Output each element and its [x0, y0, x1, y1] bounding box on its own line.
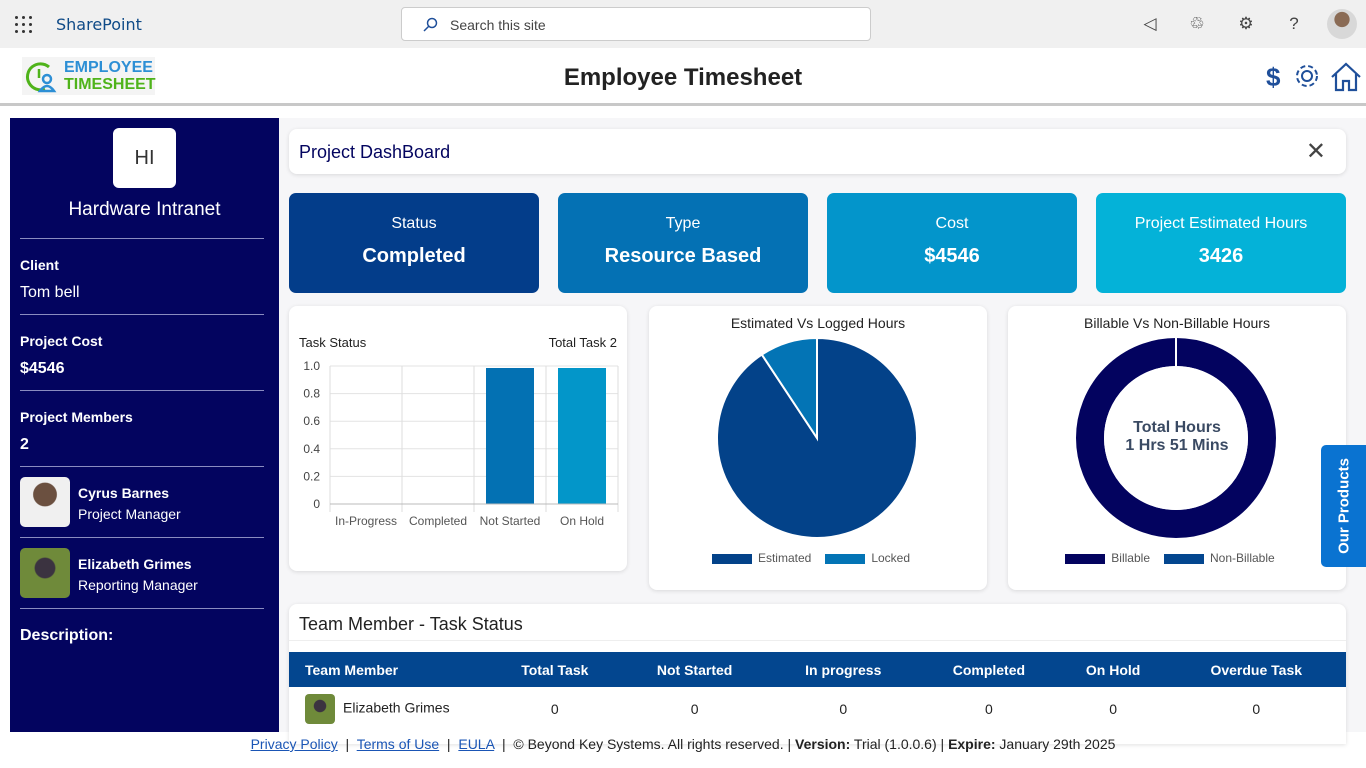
footer: Privacy Policy | Terms of Use | EULA | ©…: [250, 736, 1116, 752]
bar-not-started: [486, 368, 534, 504]
project-members-count: 2: [20, 436, 29, 453]
main-content: Project DashBoard ✕ Status Completed Type…: [279, 118, 1366, 744]
help-icon[interactable]: ?: [1289, 14, 1299, 33]
dashboard-title: Project DashBoard: [299, 142, 451, 162]
settings-gear-icon[interactable]: ⚙: [1238, 14, 1254, 33]
search-icon: [423, 17, 438, 32]
kpi-cost: Cost $4546: [827, 193, 1077, 293]
client-value: Tom bell: [20, 284, 80, 301]
kpi-estimated-hours: Project Estimated Hours 3426: [1096, 193, 1346, 293]
donut-hole: [1104, 366, 1248, 510]
project-cost-label: Project Cost: [20, 333, 103, 349]
home-icon[interactable]: [1330, 62, 1362, 92]
donut-center-label: Total Hours 1 Hrs 51 Mins: [1125, 419, 1229, 454]
estimated-vs-logged-pie: [716, 336, 918, 539]
table-header: Team Member Total Task Not Started In prog…: [289, 652, 1346, 687]
chart-legend: Billable Non-Billable: [1008, 551, 1346, 565]
site-name: Hardware Intranet: [68, 199, 221, 220]
pie-slice-locked: [760, 336, 818, 442]
app-launcher-icon[interactable]: [15, 16, 33, 34]
suite-bar: SharePoint Search this site ◁ ♲ ⚙ ?: [0, 0, 1366, 48]
chart-title: Billable Vs Non-Billable Hours: [1084, 315, 1270, 331]
task-status-card: Task Status Total Task 2 0 0.2 0.4 0.6 0.8 1.…: [289, 306, 627, 571]
team-task-table: Team Member Total Task Not Started In prog…: [289, 652, 1346, 731]
dollar-icon[interactable]: $: [1266, 62, 1281, 92]
member-name: Cyrus Barnes: [78, 485, 170, 501]
kpi-status: Status Completed: [289, 193, 539, 293]
member-role: Reporting Manager: [78, 577, 198, 593]
terms-link[interactable]: Terms of Use: [356, 736, 440, 752]
dashboard-header: Project DashBoard ✕: [289, 129, 1346, 174]
member-photo: [20, 477, 70, 527]
project-members-label: Project Members: [20, 409, 133, 425]
x-tick-label: Completed: [409, 514, 467, 528]
bar-on-hold: [558, 368, 606, 504]
project-cost-value: $4546: [20, 360, 65, 377]
total-task: Total Task 2: [548, 335, 617, 350]
eula-link[interactable]: EULA: [458, 736, 495, 752]
search-input[interactable]: Search this site: [401, 7, 871, 41]
task-status-bar-chart: 0 0.2 0.4 0.6 0.8 1.0 In-Progress Completed Not …: [303, 359, 619, 528]
our-products-tab[interactable]: Our Products: [1321, 445, 1366, 567]
y-tick-label: 0: [313, 497, 320, 511]
member-name: Elizabeth Grimes: [78, 556, 192, 572]
site-initials-avatar: HI: [113, 128, 176, 188]
client-label: Client: [20, 257, 59, 273]
chart-title: Estimated Vs Logged Hours: [730, 315, 906, 331]
app-header: EMPLOYEE TIMESHEET Employee Timesheet $: [0, 48, 1366, 106]
kpi-type: Type Resource Based: [558, 193, 808, 293]
settings-icon[interactable]: [1293, 62, 1321, 90]
y-tick-label: 1.0: [303, 359, 320, 373]
y-tick-label: 0.6: [303, 414, 320, 428]
y-tick-label: 0.4: [303, 442, 320, 456]
project-sidebar: HI Hardware Intranet Client Tom bell Pro…: [10, 118, 279, 732]
close-icon[interactable]: ✕: [1305, 138, 1326, 165]
conversation-icon[interactable]: ♲: [1189, 14, 1205, 33]
megaphone-icon[interactable]: ◁: [1143, 14, 1157, 33]
y-tick-label: 0.2: [303, 469, 320, 483]
member-photo: [20, 548, 70, 598]
estimated-vs-logged-card: Estimated Vs Logged Hours Estimated Locke…: [649, 306, 987, 590]
privacy-policy-link[interactable]: Privacy Policy: [250, 736, 338, 752]
user-avatar[interactable]: [1327, 9, 1357, 39]
search-placeholder: Search this site: [450, 17, 546, 33]
member-role: Project Manager: [78, 506, 181, 522]
x-tick-label: In-Progress: [335, 514, 397, 528]
chart-legend: Estimated Locked: [649, 551, 987, 565]
x-tick-label: Not Started: [480, 514, 541, 528]
sharepoint-link[interactable]: SharePoint: [56, 15, 142, 34]
page-title: Employee Timesheet: [563, 64, 803, 91]
x-tick-label: On Hold: [560, 514, 604, 528]
description-label: Description:: [20, 627, 114, 644]
chart-title: Task Status: [299, 335, 367, 350]
billable-card: Billable Vs Non-Billable Hours Total Hou…: [1008, 306, 1346, 590]
y-tick-label: 0.8: [303, 387, 320, 401]
member-photo: [305, 694, 335, 724]
employee-timesheet-logo: EMPLOYEE TIMESHEET: [22, 57, 156, 95]
team-title: Team Member - Task Status: [299, 614, 523, 634]
billable-donut: [1076, 336, 1276, 538]
